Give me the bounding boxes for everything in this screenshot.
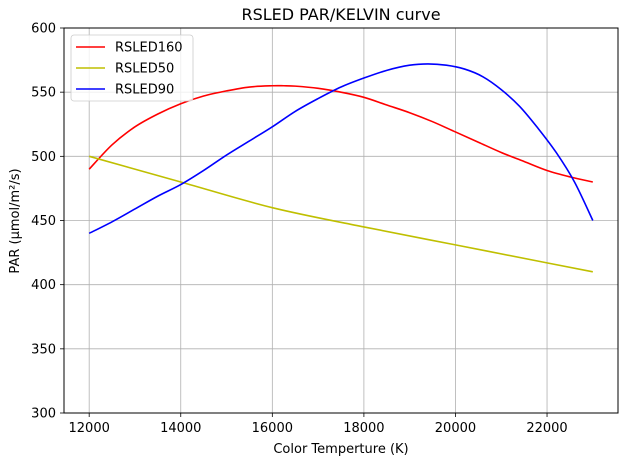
- chart-title: RSLED PAR/KELVIN curve: [241, 5, 440, 24]
- x-tick-label: 12000: [69, 421, 110, 436]
- y-tick-label: 300: [31, 407, 56, 422]
- y-tick-label: 450: [31, 214, 56, 229]
- y-tick-label: 550: [31, 86, 56, 101]
- x-tick-label: 16000: [252, 421, 293, 436]
- series-line-rsled50: [88, 155, 593, 273]
- legend-label: RSLED90: [115, 83, 174, 98]
- legend-box: [70, 34, 194, 102]
- x-axis-label: Color Temperture (K): [273, 442, 408, 457]
- series-line-rsled160: [88, 84, 593, 183]
- series-lines: [88, 63, 594, 273]
- x-tick-label: 20000: [435, 421, 476, 436]
- axis-ticks: 12000 14000 16000 18000 20000 22000 300 350 400 4…: [31, 22, 568, 437]
- y-tick-label: 500: [31, 150, 56, 165]
- legend-label: RSLED50: [115, 62, 174, 77]
- x-tick-label: 14000: [160, 421, 201, 436]
- y-axis-label: PAR (µmol/m²/s): [8, 168, 23, 273]
- series-line-rsled90: [88, 63, 594, 235]
- y-tick-label: 600: [31, 22, 56, 37]
- legend: RSLED160 RSLED50 RSLED90: [70, 34, 194, 102]
- x-tick-label: 22000: [526, 421, 567, 436]
- y-tick-label: 400: [31, 278, 56, 293]
- x-tick-label: 18000: [343, 421, 384, 436]
- y-tick-label: 350: [31, 342, 56, 357]
- legend-label: RSLED160: [115, 41, 183, 56]
